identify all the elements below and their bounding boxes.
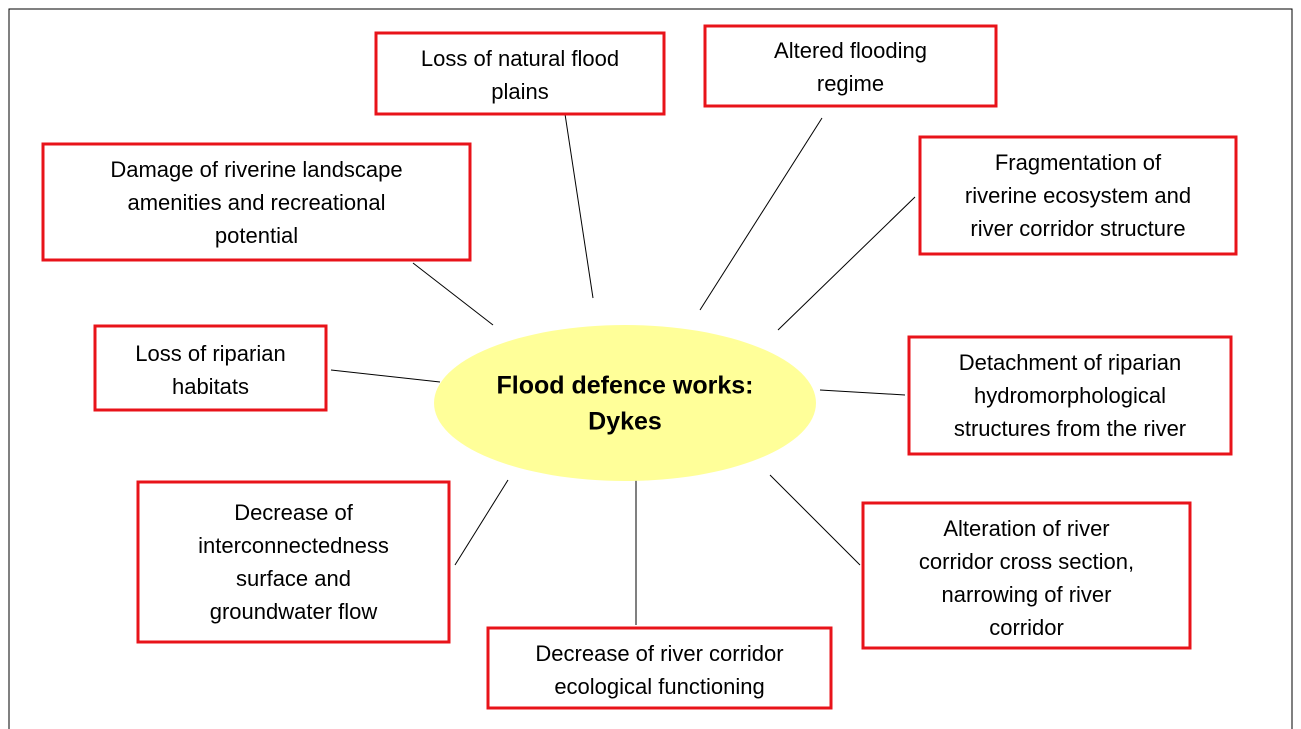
node-label: surface and [236, 566, 351, 591]
node-label: river corridor structure [970, 216, 1185, 241]
connector [330, 369, 441, 383]
node-box [703, 24, 998, 108]
node-label: Decrease of river corridor [535, 641, 783, 666]
node-label: Decrease of [234, 500, 354, 525]
node-label: Detachment of riparian [959, 350, 1182, 375]
node-label: narrowing of river [942, 582, 1112, 607]
connector [819, 389, 906, 396]
node-label: Fragmentation of [995, 150, 1162, 175]
node-label: corridor cross section, [919, 549, 1134, 574]
node-label: interconnectedness [198, 533, 389, 558]
node-box [41, 142, 472, 262]
connector [769, 474, 861, 566]
node-label: hydromorphological [974, 383, 1166, 408]
connector [564, 113, 594, 299]
node-label: Loss of natural flood [421, 46, 619, 71]
node-label: regime [817, 71, 884, 96]
node-box [907, 335, 1233, 456]
node-label: plains [491, 79, 548, 104]
center-ellipse [434, 325, 816, 481]
node-label: riverine ecosystem and [965, 183, 1191, 208]
node-box [136, 480, 451, 644]
node-label: potential [215, 223, 298, 248]
node-label: habitats [172, 374, 249, 399]
connector [412, 262, 494, 326]
node-label: Alteration of river [943, 516, 1109, 541]
node-label: ecological functioning [554, 674, 764, 699]
frame [8, 8, 1293, 729]
node-box [374, 31, 666, 116]
node-label: amenities and recreational [127, 190, 385, 215]
node-label: Loss of riparian [135, 341, 285, 366]
connector [454, 479, 509, 566]
node-box [918, 135, 1238, 256]
center-label: Flood defence works: [497, 372, 754, 400]
connector [777, 196, 916, 331]
connector [699, 117, 823, 311]
node-label: corridor [989, 615, 1064, 640]
node-box [486, 626, 833, 710]
center-label: Dykes [588, 408, 662, 436]
node-label: groundwater flow [210, 599, 378, 624]
node-label: Altered flooding [774, 38, 927, 63]
node-label: structures from the river [954, 416, 1186, 441]
node-label: Damage of riverine landscape [110, 157, 402, 182]
node-box [861, 501, 1192, 650]
node-box [93, 324, 328, 412]
